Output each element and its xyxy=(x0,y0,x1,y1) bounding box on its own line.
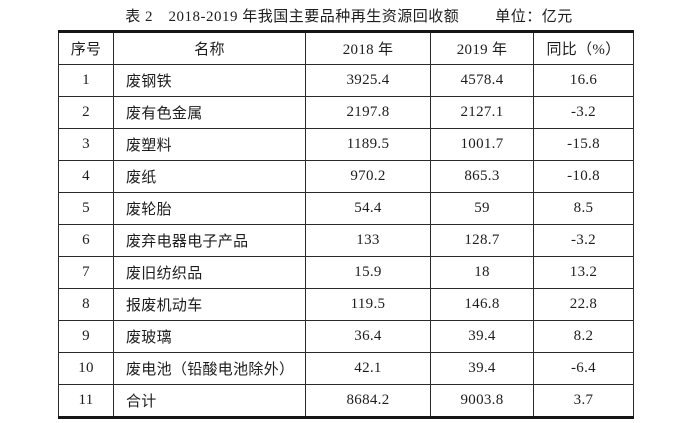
table-row: 10 废电池（铅酸电池除外） 42.1 39.4 -6.4 xyxy=(58,352,634,385)
cell-2018: 54.4 xyxy=(305,192,431,225)
unit-label: 单位：亿元 xyxy=(495,9,573,25)
header-cell-2018: 2018 年 xyxy=(305,31,431,65)
table-row: 4 废纸 970.2 865.3 -10.8 xyxy=(58,160,634,193)
cell-yoy: 16.6 xyxy=(533,64,634,97)
cell-2019: 1001.7 xyxy=(430,128,534,161)
header-cell-name: 名称 xyxy=(113,31,306,65)
table-row: 5 废轮胎 54.4 59 8.5 xyxy=(58,192,634,225)
cell-yoy: 13.2 xyxy=(533,256,634,289)
cell-no: 11 xyxy=(58,384,114,418)
recycling-table: 序号 名称 2018 年 2019 年 同比（%） 1 废钢铁 3925.4 4… xyxy=(58,30,634,419)
cell-name: 废塑料 xyxy=(113,128,306,161)
table-row: 8 报废机动车 119.5 146.8 22.8 xyxy=(58,288,634,321)
cell-name: 废弃电器电子产品 xyxy=(113,224,306,257)
cell-2018: 36.4 xyxy=(305,320,431,353)
cell-no: 4 xyxy=(58,160,114,193)
cell-2019: 865.3 xyxy=(430,160,534,193)
cell-no: 6 xyxy=(58,224,114,257)
cell-yoy: -3.2 xyxy=(533,96,634,129)
header-cell-no: 序号 xyxy=(58,31,114,65)
table-row: 11 合计 8684.2 9003.8 3.7 xyxy=(58,384,634,418)
cell-2018: 3925.4 xyxy=(305,64,431,97)
cell-name: 废纸 xyxy=(113,160,306,193)
cell-yoy: 8.5 xyxy=(533,192,634,225)
cell-no: 3 xyxy=(58,128,114,161)
cell-yoy: -15.8 xyxy=(533,128,634,161)
cell-name: 废有色金属 xyxy=(113,96,306,129)
header-cell-2019: 2019 年 xyxy=(430,31,534,65)
cell-name: 废电池（铅酸电池除外） xyxy=(113,352,306,385)
cell-2018: 119.5 xyxy=(305,288,431,321)
cell-name: 合计 xyxy=(113,384,306,418)
table-caption-text: 表 2 2018-2019 年我国主要品种再生资源回收额 xyxy=(125,9,460,25)
cell-no: 7 xyxy=(58,256,114,289)
cell-name: 废钢铁 xyxy=(113,64,306,97)
header-cell-yoy: 同比（%） xyxy=(533,31,634,65)
table-row: 3 废塑料 1189.5 1001.7 -15.8 xyxy=(58,128,634,161)
cell-yoy: -6.4 xyxy=(533,352,634,385)
table-row: 9 废玻璃 36.4 39.4 8.2 xyxy=(58,320,634,353)
cell-2019: 39.4 xyxy=(430,320,534,353)
cell-name: 废旧纺织品 xyxy=(113,256,306,289)
cell-yoy: 3.7 xyxy=(533,384,634,418)
cell-2019: 9003.8 xyxy=(430,384,534,418)
cell-no: 1 xyxy=(58,64,114,97)
cell-name: 废玻璃 xyxy=(113,320,306,353)
cell-no: 2 xyxy=(58,96,114,129)
cell-yoy: -10.8 xyxy=(533,160,634,193)
cell-yoy: 8.2 xyxy=(533,320,634,353)
cell-2018: 42.1 xyxy=(305,352,431,385)
cell-2018: 133 xyxy=(305,224,431,257)
cell-2019: 4578.4 xyxy=(430,64,534,97)
cell-2018: 1189.5 xyxy=(305,128,431,161)
cell-2018: 15.9 xyxy=(305,256,431,289)
table-row: 6 废弃电器电子产品 133 128.7 -3.2 xyxy=(58,224,634,257)
cell-no: 9 xyxy=(58,320,114,353)
cell-2018: 970.2 xyxy=(305,160,431,193)
cell-no: 5 xyxy=(58,192,114,225)
table-caption: 表 2 2018-2019 年我国主要品种再生资源回收额 单位：亿元 xyxy=(0,5,698,26)
cell-2019: 128.7 xyxy=(430,224,534,257)
cell-no: 10 xyxy=(58,352,114,385)
cell-2019: 18 xyxy=(430,256,534,289)
cell-yoy: 22.8 xyxy=(533,288,634,321)
table-row: 1 废钢铁 3925.4 4578.4 16.6 xyxy=(58,64,634,97)
cell-2019: 146.8 xyxy=(430,288,534,321)
cell-name: 报废机动车 xyxy=(113,288,306,321)
cell-2019: 39.4 xyxy=(430,352,534,385)
cell-name: 废轮胎 xyxy=(113,192,306,225)
table-row: 7 废旧纺织品 15.9 18 13.2 xyxy=(58,256,634,289)
table-row: 2 废有色金属 2197.8 2127.1 -3.2 xyxy=(58,96,634,129)
header-row: 序号 名称 2018 年 2019 年 同比（%） xyxy=(58,31,634,65)
cell-no: 8 xyxy=(58,288,114,321)
cell-2018: 8684.2 xyxy=(305,384,431,418)
cell-2019: 59 xyxy=(430,192,534,225)
cell-yoy: -3.2 xyxy=(533,224,634,257)
cell-2019: 2127.1 xyxy=(430,96,534,129)
cell-2018: 2197.8 xyxy=(305,96,431,129)
